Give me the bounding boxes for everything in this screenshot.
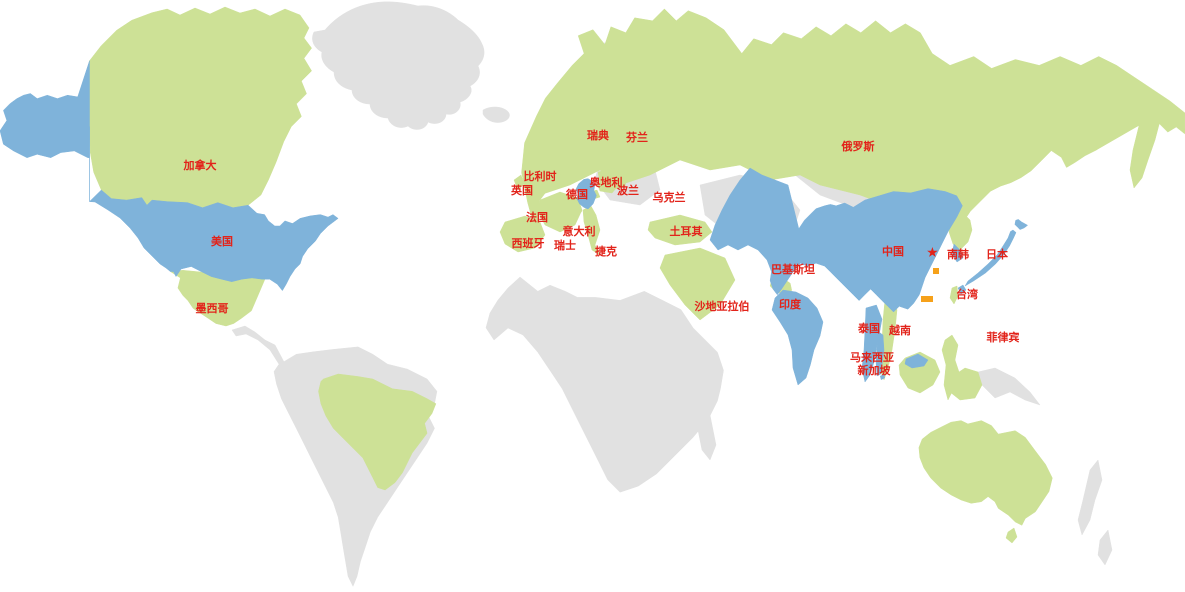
svg-text:法国: 法国 [526,210,548,224]
svg-text:南韩: 南韩 [947,247,969,261]
svg-text:乌克兰: 乌克兰 [653,190,686,204]
svg-text:菲律宾: 菲律宾 [987,330,1020,344]
svg-text:捷克: 捷克 [595,244,617,258]
svg-text:加拿大: 加拿大 [183,158,217,172]
svg-text:西班牙: 西班牙 [512,236,545,250]
svg-text:芬兰: 芬兰 [625,130,648,144]
svg-text:巴基斯坦: 巴基斯坦 [771,262,815,276]
svg-text:土耳其: 土耳其 [670,224,703,238]
svg-text:沙地亚拉伯: 沙地亚拉伯 [695,299,750,313]
svg-text:中国: 中国 [882,244,904,258]
svg-text:墨西哥: 墨西哥 [196,302,229,315]
svg-text:新加坡: 新加坡 [858,363,892,377]
svg-text:泰国: 泰国 [857,321,880,335]
svg-text:瑞士: 瑞士 [554,238,576,252]
svg-text:马来西亚: 马来西亚 [850,350,894,364]
svg-text:意大利: 意大利 [563,224,596,238]
svg-text:瑞典: 瑞典 [587,128,609,142]
svg-text:俄罗斯: 俄罗斯 [841,139,875,153]
svg-text:比利时: 比利时 [524,169,557,183]
svg-text:美国: 美国 [211,234,233,248]
svg-text:印度: 印度 [779,297,802,311]
svg-text:德国: 德国 [565,187,588,201]
svg-text:越南: 越南 [888,323,911,337]
svg-text:台湾: 台湾 [956,287,978,301]
svg-text:英国: 英国 [510,183,533,197]
svg-text:波兰: 波兰 [617,183,639,197]
svg-text:日本: 日本 [986,247,1008,261]
